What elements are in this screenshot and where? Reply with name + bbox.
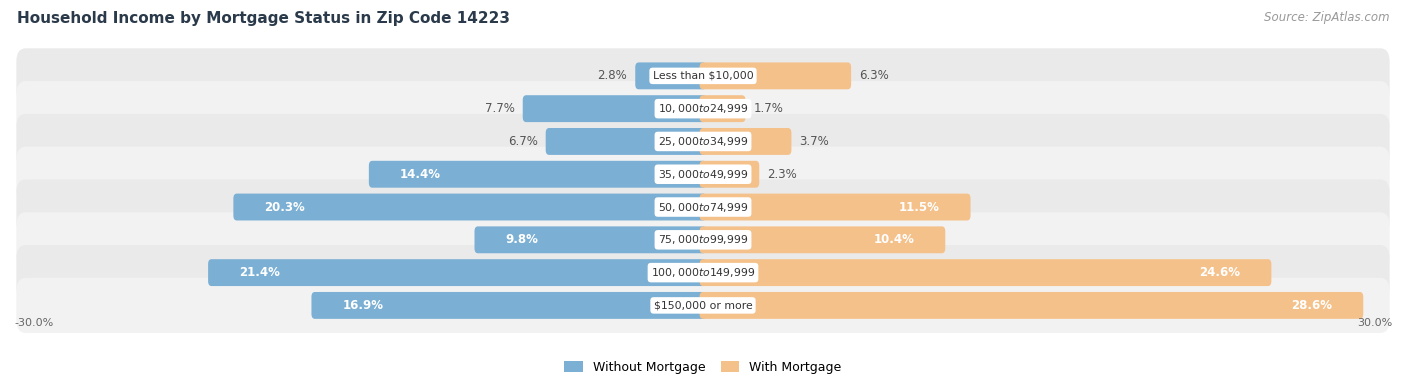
Text: 6.3%: 6.3% <box>859 70 889 82</box>
FancyBboxPatch shape <box>700 259 1271 286</box>
Text: 24.6%: 24.6% <box>1199 266 1240 279</box>
FancyBboxPatch shape <box>17 147 1389 202</box>
FancyBboxPatch shape <box>546 128 706 155</box>
Text: 11.5%: 11.5% <box>898 201 939 214</box>
Text: $10,000 to $24,999: $10,000 to $24,999 <box>658 102 748 115</box>
FancyBboxPatch shape <box>17 245 1389 300</box>
Text: 30.0%: 30.0% <box>1357 318 1392 328</box>
FancyBboxPatch shape <box>700 226 945 253</box>
Text: $75,000 to $99,999: $75,000 to $99,999 <box>658 233 748 246</box>
FancyBboxPatch shape <box>17 81 1389 136</box>
Text: $35,000 to $49,999: $35,000 to $49,999 <box>658 168 748 181</box>
FancyBboxPatch shape <box>636 62 706 89</box>
Text: 2.8%: 2.8% <box>598 70 627 82</box>
FancyBboxPatch shape <box>700 292 1364 319</box>
Legend: Without Mortgage, With Mortgage: Without Mortgage, With Mortgage <box>560 356 846 378</box>
FancyBboxPatch shape <box>700 62 851 89</box>
Text: $50,000 to $74,999: $50,000 to $74,999 <box>658 201 748 214</box>
Text: $150,000 or more: $150,000 or more <box>654 301 752 310</box>
Text: Household Income by Mortgage Status in Zip Code 14223: Household Income by Mortgage Status in Z… <box>17 11 510 26</box>
Text: 7.7%: 7.7% <box>485 102 515 115</box>
Text: 3.7%: 3.7% <box>800 135 830 148</box>
FancyBboxPatch shape <box>17 48 1389 104</box>
FancyBboxPatch shape <box>700 95 745 122</box>
FancyBboxPatch shape <box>17 114 1389 169</box>
FancyBboxPatch shape <box>312 292 706 319</box>
FancyBboxPatch shape <box>17 212 1389 267</box>
Text: Source: ZipAtlas.com: Source: ZipAtlas.com <box>1264 11 1389 24</box>
Text: 14.4%: 14.4% <box>399 168 441 181</box>
FancyBboxPatch shape <box>368 161 706 188</box>
FancyBboxPatch shape <box>700 194 970 220</box>
FancyBboxPatch shape <box>700 128 792 155</box>
FancyBboxPatch shape <box>700 161 759 188</box>
Text: -30.0%: -30.0% <box>14 318 53 328</box>
FancyBboxPatch shape <box>17 278 1389 333</box>
Text: $25,000 to $34,999: $25,000 to $34,999 <box>658 135 748 148</box>
Text: 6.7%: 6.7% <box>508 135 537 148</box>
FancyBboxPatch shape <box>523 95 706 122</box>
Text: 2.3%: 2.3% <box>768 168 797 181</box>
Text: 20.3%: 20.3% <box>264 201 305 214</box>
FancyBboxPatch shape <box>208 259 706 286</box>
Text: 9.8%: 9.8% <box>506 233 538 246</box>
Text: $100,000 to $149,999: $100,000 to $149,999 <box>651 266 755 279</box>
FancyBboxPatch shape <box>17 180 1389 235</box>
FancyBboxPatch shape <box>474 226 706 253</box>
Text: Less than $10,000: Less than $10,000 <box>652 71 754 81</box>
Text: 21.4%: 21.4% <box>239 266 280 279</box>
FancyBboxPatch shape <box>233 194 706 220</box>
Text: 1.7%: 1.7% <box>754 102 783 115</box>
Text: 28.6%: 28.6% <box>1291 299 1333 312</box>
Text: 16.9%: 16.9% <box>343 299 384 312</box>
Text: 10.4%: 10.4% <box>873 233 914 246</box>
